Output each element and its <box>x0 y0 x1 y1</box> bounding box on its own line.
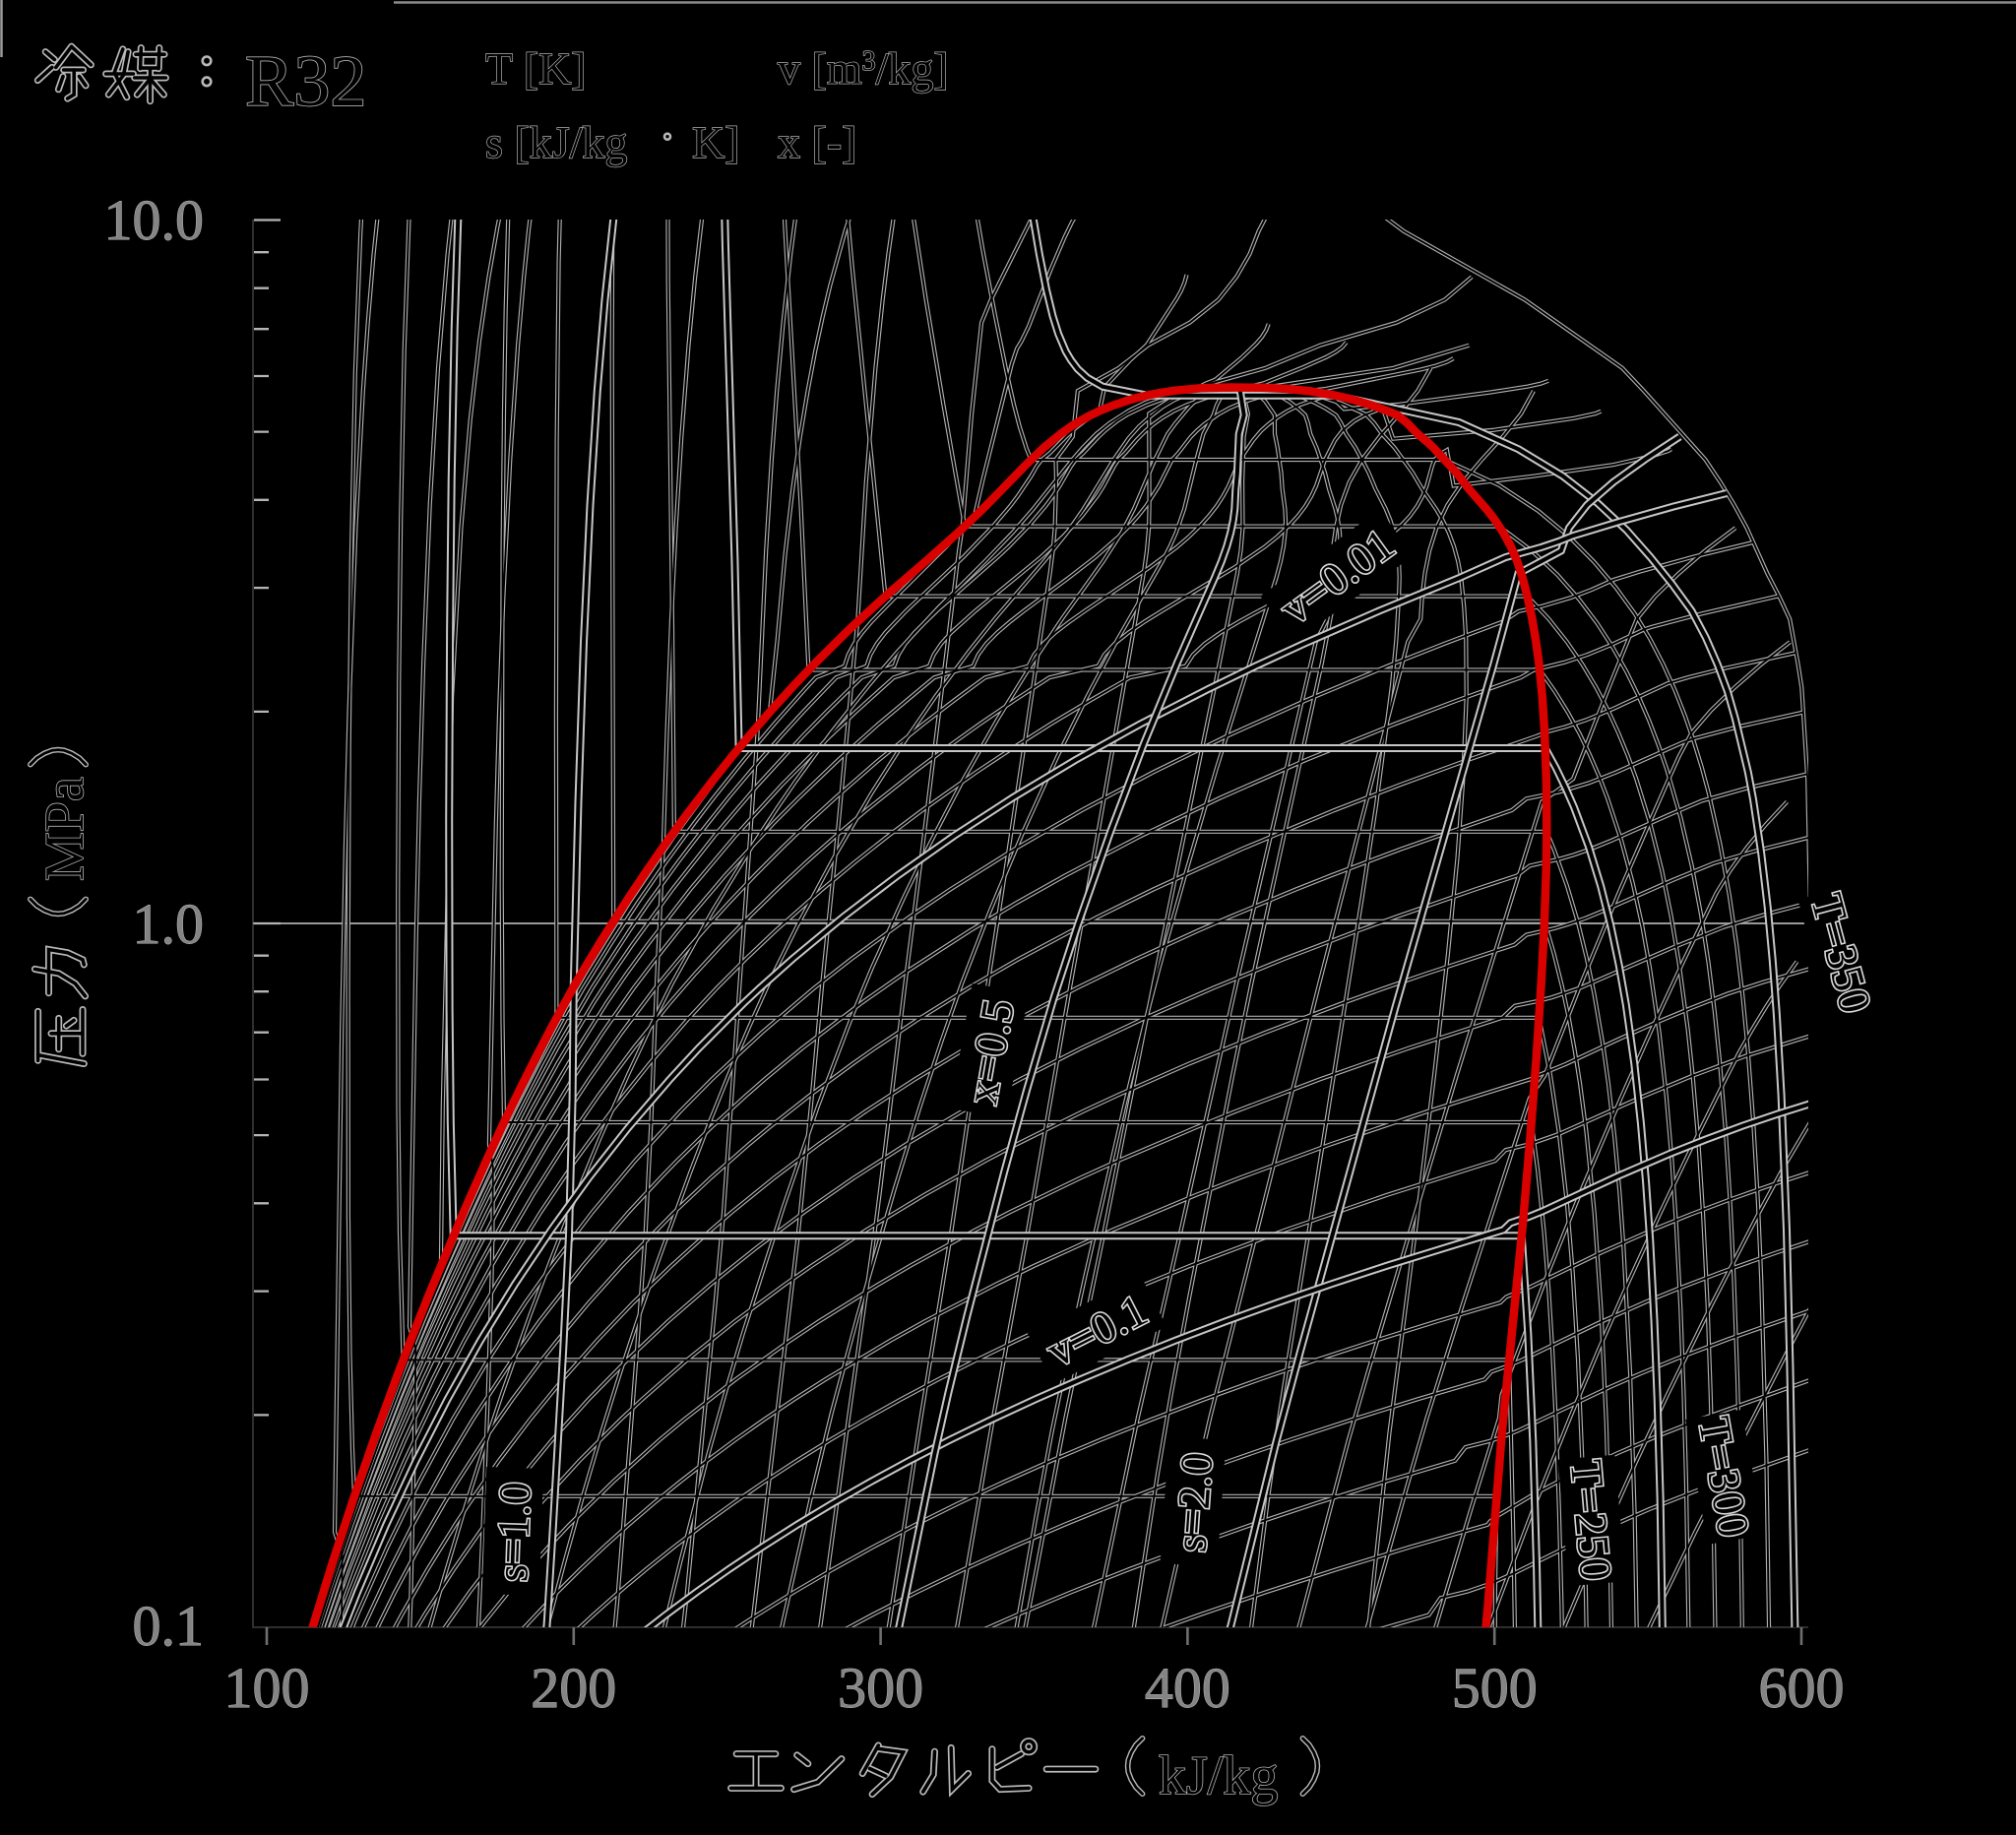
svg-text:MPa: MPa <box>34 777 95 881</box>
svg-text:500: 500 <box>1452 1656 1538 1720</box>
svg-text:0.1: 0.1 <box>133 1594 205 1658</box>
svg-text:600: 600 <box>1759 1656 1845 1720</box>
svg-text:s=2.0: s=2.0 <box>1166 1451 1223 1554</box>
svg-text:1.0: 1.0 <box>133 892 205 956</box>
svg-text:v [m3/kg]: v [m3/kg] <box>778 43 949 94</box>
svg-text:s [kJ/kg: s [kJ/kg <box>485 117 627 167</box>
svg-text:T [K]: T [K] <box>485 43 587 94</box>
svg-text:300: 300 <box>838 1656 923 1720</box>
svg-text:x [-]: x [-] <box>778 117 856 167</box>
svg-text:400: 400 <box>1145 1656 1230 1720</box>
svg-text:K]: K] <box>692 117 740 167</box>
svg-text:10.0: 10.0 <box>104 188 205 252</box>
svg-text:s=1.0: s=1.0 <box>486 1481 540 1582</box>
svg-text:kJ/kg: kJ/kg <box>1159 1745 1278 1806</box>
svg-text:100: 100 <box>224 1656 310 1720</box>
svg-text:R32: R32 <box>245 41 366 122</box>
svg-text:T=250: T=250 <box>1561 1458 1622 1583</box>
svg-text:200: 200 <box>531 1656 616 1720</box>
